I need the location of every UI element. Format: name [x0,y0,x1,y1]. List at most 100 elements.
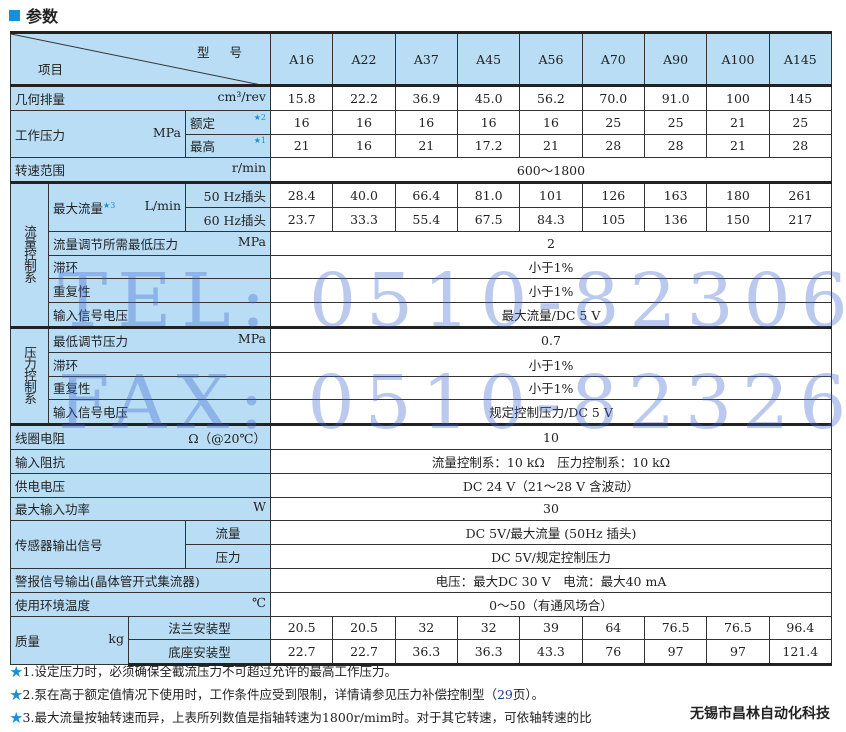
row-label: 滞环 [48,351,271,377]
sub-label: 流量 [185,520,271,546]
value-cell: 20.5 [332,615,396,641]
value-cell: 28 [581,133,645,159]
row-mass-flange: 质量 kg 法兰安装型 20.5 20.5 32 32 39 64 76.5 76.5 96.4 [10,615,833,666]
value-cell: 16 [332,109,396,135]
row-flow-repeat: 重复性 小于1% [11,278,832,304]
row-value: 规定控制压力/DC 5 V [270,399,832,426]
row-label: 最低调节压力 MPa [48,325,271,353]
value-cell: 97 [643,639,708,667]
value-cell: 21 [394,133,458,159]
value-cell: 67.5 [456,206,521,232]
row-impedance: 输入阻抗 流量控制系：10 kΩ 压力控制系：10 kΩ [10,448,832,474]
sub-label: 最高 ★1 [185,133,271,159]
row-label: 使用环境温度 ℃ [10,591,271,617]
row-value: 600～1800 [270,157,832,184]
value-cell: 105 [581,206,645,232]
value-cell: 28.4 [269,181,334,208]
value-cell: 36.3 [394,639,458,667]
value-cell: 121.4 [768,639,833,667]
row-label: 输入信号电压 [48,399,271,426]
footnote: ★3.最大流量按轴转速而异，上表所列数值是指轴转速为1800r/mim时。对于其… [10,710,592,725]
value-cell: 16 [394,109,458,135]
value-cell: 64 [581,615,645,641]
row-pres-repeat: 重复性 小于1% [11,375,832,401]
section-title: 参数 [9,3,58,27]
row-value: 流量控制系：10 kΩ 压力控制系：10 kΩ [270,448,832,474]
value-cell: 101 [519,181,583,208]
row-flow-input: 输入信号电压 最大流量/DC 5 V [11,302,832,328]
sub-label: 50 Hz插头 [185,181,271,208]
value-cell: 66.4 [394,181,458,208]
row-flow-60hz: 60 Hz插头 23.7 33.3 55.4 67.5 84.3 105 136 150 217 [11,206,833,232]
row-label: 输入阻抗 [10,448,271,474]
row-value: 小于1% [270,351,832,377]
value-cell: 28 [643,133,708,159]
value-cell: 180 [706,181,770,208]
value-cell: 39 [519,615,583,641]
row-label: 最大输入功率 W [10,496,271,522]
row-coil: 线圈电阻 Ω（@20℃） 10 [10,423,832,450]
value-cell: 22.7 [269,639,334,667]
row-value: 2 [270,230,832,256]
value-cell: 15.8 [269,84,334,111]
sub-label: 压力 [185,544,271,569]
value-cell: 56.2 [519,84,583,111]
row-label: 线圈电阻 Ω（@20℃） [10,423,271,450]
value-cell: 150 [706,206,770,232]
model-label: 型 号 [197,45,250,60]
row-value: 小于1% [270,278,832,304]
value-cell: 22.7 [332,639,396,667]
row-flow-50hz: 流量控制系 最大流量★3 L/min 50 Hz插头 28.4 40.0 66.4 81… [10,181,833,328]
row-label: 重复性 [48,278,271,304]
row-sensor-flow: 传感器输出信号 流量 DC 5V/最大流量 (50Hz 插头) [10,520,832,569]
row-label: 输入信号电压 [48,302,271,328]
row-temp: 使用环境温度 ℃ 0～50（有通风场合） [10,591,832,617]
header-row: 型 号 项目 A16 A22 A37 A45 A56 A70 A90 A100 … [10,31,833,86]
value-cell: 32 [456,615,521,641]
model-header: A37 [394,31,458,86]
footnote: ★2.泵在高于额定值情况下使用时，工作条件应受到限制，详情请参见压力补偿控制型（… [10,687,545,702]
row-value: 10 [270,423,832,450]
row-pres-hysteresis: 滞环 小于1% [11,351,832,377]
row-value: 0.7 [270,325,832,353]
row-pressure-max: 最高 ★1 21 16 21 17.2 21 28 28 21 28 [11,133,833,159]
value-cell: 32 [394,615,458,641]
value-cell: 43.3 [519,639,583,667]
value-cell: 25 [581,109,645,135]
row-label: 转速范围 r/min [10,157,271,184]
row-supply: 供电电压 DC 24 V（21～28 V 含波动） [10,472,832,498]
value-cell: 84.3 [519,206,583,232]
square-bullet-icon [9,9,20,21]
row-value: DC 5V/规定控制压力 [270,544,832,569]
value-cell: 36.3 [456,639,521,667]
sub-label: 法兰安装型 [128,615,271,641]
row-sensor-pressure: 压力 DC 5V/规定控制压力 [11,544,832,569]
value-cell: 23.7 [269,206,334,232]
row-mass-foot: 底座安装型 22.7 22.7 36.3 36.3 43.3 76 97 97 121.4 [11,639,833,667]
row-label: 滞环 [48,254,271,280]
row-label: 传感器输出信号 [10,520,186,569]
section-title-text: 参数 [26,7,59,26]
value-cell: 55.4 [394,206,458,232]
model-header: A145 [768,31,833,86]
value-cell: 28 [768,133,833,159]
value-cell: 22.2 [332,84,396,111]
row-label: 警报信号输出(晶体管开式集流器) [10,567,271,593]
value-cell: 21 [706,133,770,159]
row-label: 工作压力 MPa [10,109,186,159]
model-header: A70 [581,31,645,86]
value-cell: 33.3 [332,206,396,232]
brand-text: 无锡市昌林自动化科技 [688,703,832,723]
model-header: A22 [332,31,396,86]
value-cell: 21 [269,133,334,159]
row-value: 电压：最大DC 30 V 电流：最大40 mA [270,567,832,593]
value-cell: 16 [519,109,583,135]
diagonal-line [15,35,262,85]
value-cell: 163 [643,181,708,208]
row-value: DC 24 V（21～28 V 含波动） [270,472,832,498]
sub-label: 底座安装型 [128,639,271,667]
group-label-flow: 流量控制系 [10,181,49,328]
row-label: 流量调节所需最低压力 MPa [48,230,271,256]
value-cell: 70.0 [581,84,645,111]
value-cell: 81.0 [456,181,521,208]
